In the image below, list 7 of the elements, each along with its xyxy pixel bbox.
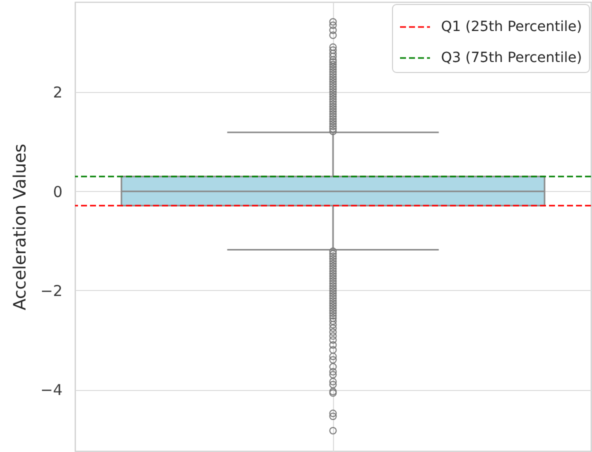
y-axis-title: Acceleration Values bbox=[10, 144, 30, 310]
legend-label: Q1 (25th Percentile) bbox=[441, 19, 582, 35]
y-tick-label: −2 bbox=[40, 282, 62, 300]
y-tick-label: 0 bbox=[52, 182, 62, 201]
legend-label: Q3 (75th Percentile) bbox=[441, 50, 582, 66]
y-tick-label: −4 bbox=[40, 381, 62, 400]
y-tick-label: 2 bbox=[52, 84, 62, 102]
